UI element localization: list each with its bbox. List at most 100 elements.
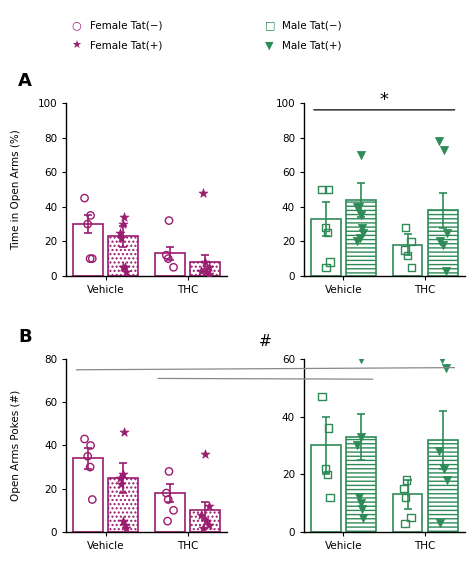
Point: [164, 254, 172, 263]
Point: [438, 355, 446, 364]
Point: [84, 452, 91, 461]
Point: [87, 441, 94, 450]
Text: ○: ○: [71, 21, 81, 31]
Point: [165, 216, 173, 225]
Point: [121, 263, 128, 272]
Point: [326, 257, 334, 267]
Text: ▼: ▼: [265, 41, 274, 51]
Point: [122, 268, 130, 277]
Point: [357, 211, 365, 220]
Bar: [190, 262, 220, 276]
Bar: [73, 224, 103, 276]
Point: [443, 363, 450, 372]
Point: [408, 263, 415, 272]
Point: [357, 499, 365, 508]
Point: [324, 228, 331, 237]
Point: [443, 228, 450, 237]
Point: [355, 493, 363, 502]
Point: [84, 220, 91, 229]
Point: [443, 475, 450, 484]
Text: Female Tat(−): Female Tat(−): [90, 21, 163, 31]
Point: [400, 484, 408, 493]
Bar: [190, 510, 220, 532]
Point: [89, 254, 96, 263]
Point: [407, 237, 415, 246]
Point: [403, 251, 411, 260]
Point: [87, 211, 94, 220]
Point: [324, 185, 332, 194]
Point: [120, 428, 128, 437]
Point: [81, 434, 88, 443]
Point: [164, 517, 171, 526]
Point: [116, 228, 123, 237]
Point: [81, 193, 88, 202]
Point: [119, 469, 127, 478]
Text: A: A: [18, 72, 32, 90]
Point: [401, 245, 409, 255]
Point: [205, 502, 212, 511]
Text: #: #: [259, 333, 272, 349]
Text: B: B: [18, 328, 32, 345]
Point: [163, 488, 170, 498]
Point: [360, 228, 367, 237]
Point: [197, 266, 205, 275]
Point: [357, 432, 365, 442]
Point: [402, 493, 410, 502]
Bar: [73, 458, 103, 532]
Point: [120, 213, 128, 222]
Bar: [109, 478, 138, 532]
Point: [165, 467, 173, 476]
Point: [403, 475, 410, 484]
Point: [321, 464, 329, 473]
Point: [116, 473, 123, 482]
Point: [119, 517, 127, 526]
Point: [435, 447, 442, 456]
Point: [407, 513, 415, 522]
Point: [359, 505, 366, 514]
Point: [205, 269, 213, 279]
Bar: [311, 219, 341, 276]
Point: [118, 480, 125, 489]
Point: [119, 220, 127, 229]
Point: [440, 464, 447, 473]
Bar: [393, 494, 422, 532]
Point: [324, 470, 331, 479]
Point: [199, 188, 206, 197]
Point: [121, 521, 128, 530]
Text: *: *: [380, 91, 389, 109]
Bar: [428, 440, 457, 532]
Point: [86, 463, 94, 472]
Point: [357, 150, 365, 160]
Bar: [155, 493, 185, 532]
Point: [442, 266, 450, 275]
Point: [437, 237, 444, 246]
Bar: [346, 437, 376, 532]
Point: [118, 233, 125, 243]
Bar: [109, 236, 138, 276]
Point: [321, 223, 329, 232]
Point: [354, 441, 361, 450]
Point: [437, 519, 444, 528]
Bar: [393, 245, 422, 276]
Point: [201, 257, 209, 267]
Point: [440, 145, 447, 154]
Text: ★: ★: [71, 41, 81, 51]
Point: [164, 495, 172, 504]
Point: [360, 513, 367, 522]
Point: [163, 251, 170, 260]
Point: [326, 493, 334, 502]
Point: [122, 523, 130, 532]
Point: [205, 521, 213, 530]
Text: □: □: [265, 21, 276, 31]
Bar: [346, 200, 376, 276]
Bar: [311, 446, 341, 532]
Point: [89, 495, 96, 504]
Point: [359, 223, 366, 232]
Point: [401, 519, 409, 528]
Point: [202, 268, 210, 277]
Y-axis label: Open Arms Pokes (#): Open Arms Pokes (#): [11, 390, 21, 501]
Point: [354, 202, 361, 211]
Text: Male Tat(+): Male Tat(+): [282, 41, 342, 51]
Point: [439, 240, 447, 249]
Bar: [428, 210, 457, 276]
